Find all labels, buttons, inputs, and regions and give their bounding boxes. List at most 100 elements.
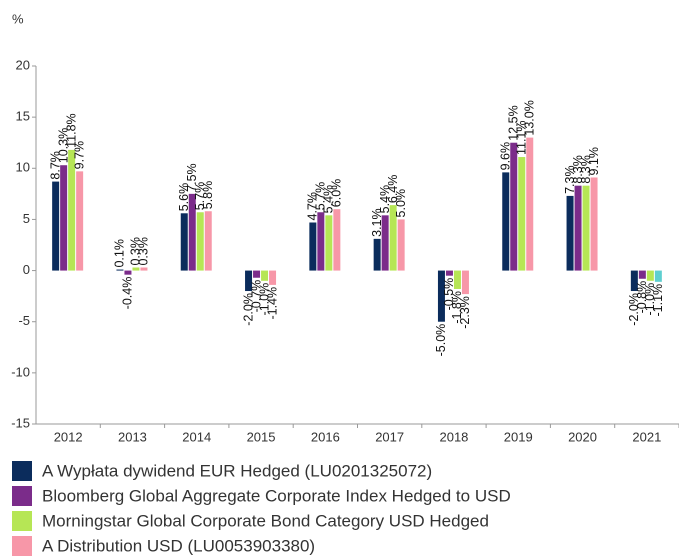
bar bbox=[68, 149, 76, 271]
y-tick-label: 20 bbox=[16, 57, 30, 72]
value-label: -2.0% bbox=[627, 293, 641, 326]
x-tick-label: 2017 bbox=[375, 429, 404, 444]
bar bbox=[526, 137, 534, 271]
value-label: 5.4% bbox=[322, 185, 336, 214]
bar bbox=[333, 209, 341, 271]
x-tick-label: 2016 bbox=[311, 429, 340, 444]
bar bbox=[116, 269, 124, 271]
value-label: -5.0% bbox=[434, 324, 448, 357]
x-tick-label: 2019 bbox=[504, 429, 533, 444]
bar bbox=[52, 181, 60, 271]
bar bbox=[253, 270, 261, 278]
y-tick-label: -10 bbox=[11, 364, 30, 379]
y-tick-label: -15 bbox=[11, 415, 30, 430]
bar bbox=[317, 212, 325, 271]
y-axis-unit: % bbox=[12, 11, 24, 26]
bar bbox=[590, 177, 598, 271]
bar bbox=[188, 193, 196, 271]
bar bbox=[646, 270, 654, 281]
bar bbox=[566, 195, 574, 271]
value-label: 8.7% bbox=[48, 151, 62, 180]
value-label: -1.0% bbox=[257, 283, 271, 316]
value-label: -0.5% bbox=[442, 278, 456, 311]
bar bbox=[373, 238, 381, 271]
value-label: -2.0% bbox=[241, 293, 255, 326]
value-label: 5.7% bbox=[193, 182, 207, 211]
bar bbox=[397, 219, 405, 271]
value-label: -1.0% bbox=[643, 283, 657, 316]
legend-swatch bbox=[12, 511, 32, 531]
bar bbox=[630, 270, 638, 292]
bar bbox=[204, 211, 212, 271]
bar bbox=[437, 270, 445, 322]
bar bbox=[638, 270, 646, 279]
bar bbox=[574, 185, 582, 271]
value-label: 5.7% bbox=[314, 182, 328, 211]
value-label: 13.0% bbox=[523, 100, 537, 135]
x-tick-label: 2012 bbox=[54, 429, 83, 444]
x-tick-label: 2013 bbox=[118, 429, 147, 444]
value-label: -1.4% bbox=[265, 287, 279, 320]
bar bbox=[445, 270, 453, 276]
value-label: 7.5% bbox=[185, 163, 199, 192]
value-label: 5.4% bbox=[378, 185, 392, 214]
value-label: 0.1% bbox=[113, 239, 127, 268]
legend-label: Morningstar Global Corporate Bond Catego… bbox=[42, 511, 489, 530]
value-label: 12.5% bbox=[507, 105, 521, 140]
bar bbox=[381, 215, 389, 271]
value-label: 9.7% bbox=[72, 141, 86, 170]
value-label: 4.7% bbox=[306, 192, 320, 221]
x-tick-label: 2014 bbox=[182, 429, 211, 444]
value-label: 6.4% bbox=[386, 175, 400, 204]
bar bbox=[582, 185, 590, 271]
value-label: 5.6% bbox=[177, 183, 191, 212]
value-label: 11.8% bbox=[64, 113, 78, 148]
bar bbox=[325, 215, 333, 271]
value-label: -0.7% bbox=[249, 280, 263, 313]
value-label: -1.1% bbox=[651, 284, 665, 317]
value-label: 8.3% bbox=[579, 155, 593, 184]
bar bbox=[654, 270, 662, 282]
bar bbox=[76, 171, 84, 271]
value-label: 0.3% bbox=[129, 237, 143, 266]
y-tick-label: 15 bbox=[16, 109, 30, 124]
value-label: 5.0% bbox=[394, 189, 408, 218]
bar bbox=[269, 270, 277, 285]
bar bbox=[502, 172, 510, 271]
bar bbox=[180, 213, 188, 271]
value-label: -1.8% bbox=[450, 291, 464, 324]
y-tick-label: 0 bbox=[23, 262, 30, 277]
bar bbox=[261, 270, 269, 281]
legend-swatch bbox=[12, 486, 32, 506]
value-label: 11.1% bbox=[515, 121, 529, 156]
value-label: 7.3% bbox=[563, 165, 577, 194]
bar bbox=[60, 165, 68, 271]
legend-label: A Distribution USD (LU0053903380) bbox=[42, 536, 315, 555]
value-label: 0.3% bbox=[137, 237, 151, 266]
bar bbox=[453, 270, 461, 289]
bar bbox=[389, 205, 397, 271]
value-label: 10.3% bbox=[56, 128, 70, 163]
legend-swatch bbox=[12, 461, 32, 481]
value-label: -0.8% bbox=[635, 281, 649, 314]
x-tick-label: 2020 bbox=[568, 429, 597, 444]
value-label: -2.3% bbox=[458, 296, 472, 329]
x-tick-label: 2018 bbox=[439, 429, 468, 444]
y-tick-label: -5 bbox=[18, 313, 30, 328]
legend-swatch bbox=[12, 536, 32, 556]
x-tick-label: 2015 bbox=[247, 429, 276, 444]
value-label: 5.8% bbox=[201, 181, 215, 210]
x-tick-label: 2021 bbox=[632, 429, 661, 444]
bar bbox=[245, 270, 253, 292]
y-tick-label: 10 bbox=[16, 160, 30, 175]
value-label: 9.6% bbox=[499, 142, 513, 171]
value-label: 8.3% bbox=[571, 155, 585, 184]
legend-label: A Wypłata dywidend EUR Hedged (LU0201325… bbox=[42, 461, 432, 480]
bar bbox=[461, 270, 469, 295]
bar bbox=[518, 157, 526, 271]
legend-label: Bloomberg Global Aggregate Corporate Ind… bbox=[42, 486, 511, 505]
y-tick-label: 5 bbox=[23, 211, 30, 226]
value-label: 6.0% bbox=[330, 179, 344, 208]
value-label: 3.1% bbox=[370, 208, 384, 237]
